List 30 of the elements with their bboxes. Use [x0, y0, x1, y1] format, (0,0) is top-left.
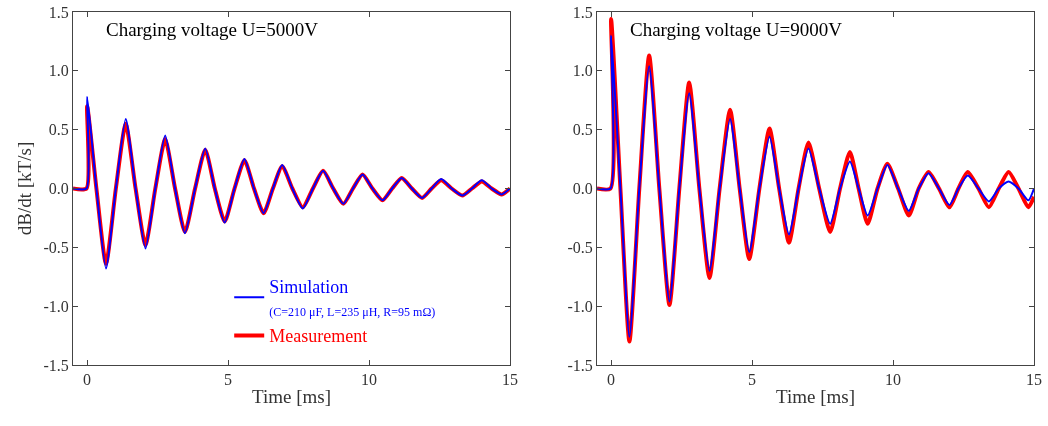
y-tick-label: -1.0	[567, 297, 593, 315]
y-tick-label: -1.0	[43, 297, 69, 315]
legend-label: Measurement	[269, 326, 368, 347]
x-tick-label: 10	[885, 371, 902, 389]
x-tick-label: 0	[83, 371, 92, 389]
y-tick-label: 0.5	[48, 121, 69, 139]
x-tick-label: 5	[748, 371, 757, 389]
y-axis-title: dB/dt [kT/s]	[14, 141, 36, 236]
annotation: (C=210 μF, L=235 μH, R=95 mΩ)	[269, 305, 436, 320]
y-tick-label: -1.5	[43, 356, 69, 374]
x-tick-label: 5	[224, 371, 233, 389]
y-tick-label: 0.0	[48, 180, 69, 198]
x-axis-title: Time [ms]	[775, 386, 856, 407]
y-tick-label: 1.0	[572, 62, 593, 80]
x-tick-label: 10	[361, 371, 378, 389]
y-tick-label: 0.5	[572, 121, 593, 139]
y-tick-label: 1.0	[48, 62, 69, 80]
y-tick-label: -0.5	[43, 238, 69, 256]
x-axis-title: Time [ms]	[251, 386, 332, 407]
chart-title: Charging voltage U=9000V	[630, 19, 843, 40]
y-tick-label: -0.5	[567, 238, 593, 256]
x-tick-label: 15	[1026, 371, 1042, 389]
y-tick-label: 1.5	[572, 3, 593, 21]
x-tick-label: 0	[607, 371, 616, 389]
chart-title: Charging voltage U=5000V	[106, 19, 319, 40]
y-tick-label: -1.5	[567, 356, 593, 374]
x-tick-label: 15	[502, 371, 518, 389]
legend-label: Simulation	[269, 276, 349, 297]
y-tick-label: 1.5	[48, 3, 69, 21]
y-tick-label: 0.0	[572, 180, 593, 198]
